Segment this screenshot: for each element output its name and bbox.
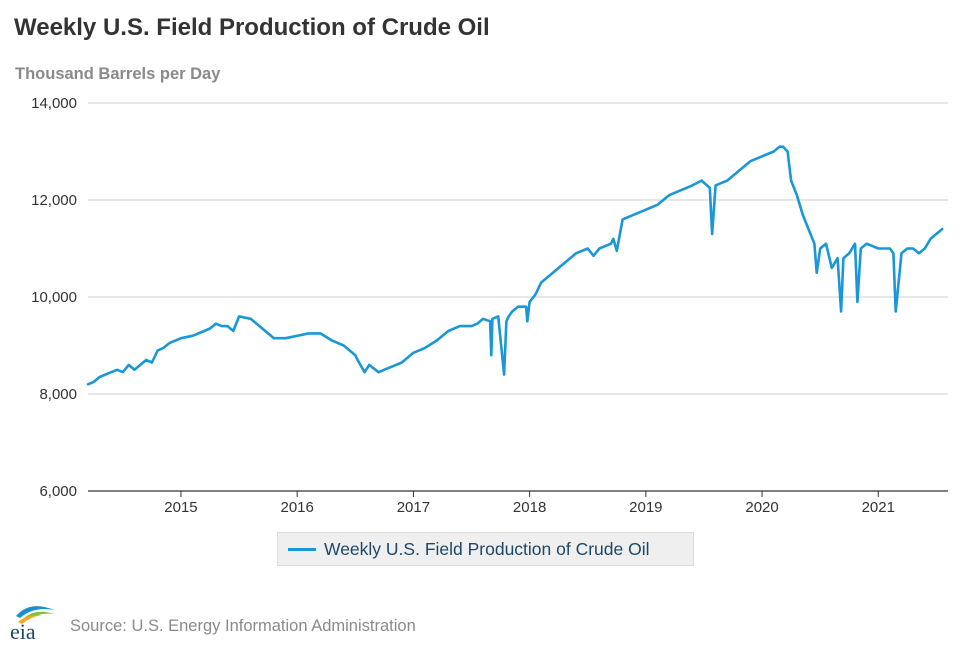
x-tick-label: 2018	[513, 499, 546, 516]
y-tick-label: 8,000	[39, 386, 77, 403]
source-text: Source: U.S. Energy Information Administ…	[70, 616, 416, 635]
legend-swatch	[288, 547, 316, 551]
legend-label: Weekly U.S. Field Production of Crude Oi…	[324, 538, 650, 559]
y-axis: 6,000 8,000 10,000 12,000 14,000	[31, 95, 77, 500]
y-tick-label: 12,000	[31, 192, 77, 209]
eia-logo-text: eia	[10, 619, 36, 642]
grid-lines	[88, 102, 948, 395]
x-axis-labels: 2015 2016 2017 2018 2019 2020 2021	[164, 499, 895, 516]
y-tick-label: 10,000	[31, 289, 77, 306]
legend[interactable]: Weekly U.S. Field Production of Crude Oi…	[277, 532, 694, 566]
y-axis-unit-label: Thousand Barrels per Day	[15, 65, 221, 83]
x-axis	[88, 490, 948, 497]
x-tick-label: 2019	[629, 499, 662, 516]
y-tick-label: 6,000	[39, 483, 77, 500]
series-layer	[86, 145, 944, 386]
source-footer: eia Source: U.S. Energy Information Admi…	[8, 602, 416, 642]
eia-logo: eia	[10, 606, 54, 642]
chart-title: Weekly U.S. Field Production of Crude Oi…	[14, 14, 490, 41]
x-tick-label: 2021	[862, 499, 895, 516]
x-tick-label: 2016	[281, 499, 314, 516]
x-tick-label: 2015	[164, 499, 197, 516]
series-line	[86, 145, 944, 386]
x-tick-label: 2020	[745, 499, 778, 516]
y-tick-label: 14,000	[31, 95, 77, 112]
x-tick-label: 2017	[397, 499, 430, 516]
